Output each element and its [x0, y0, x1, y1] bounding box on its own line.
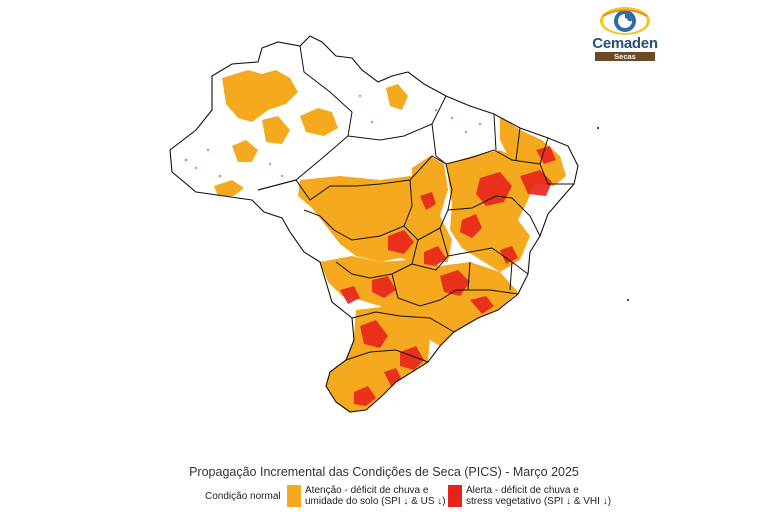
national-border [169, 35, 579, 413]
legend-label-normal: Condição normal [205, 491, 281, 502]
legend-label-attention: Atenção - déficit de chuva e umidade do … [305, 485, 446, 507]
island [627, 299, 629, 301]
legend-label-alert: Alerta - déficit de chuva e stress veget… [466, 485, 612, 507]
logo-name: Cemaden [592, 35, 658, 52]
state-borders [257, 45, 574, 363]
legend: Condição normal Atenção - déficit de chu… [0, 485, 768, 511]
legend-item-alert: Alerta - déficit de chuva e stress veget… [448, 485, 611, 507]
legend-item-normal: Condição normal [205, 491, 281, 502]
logo-tagline: Secas [595, 52, 655, 61]
eye-logo-icon [600, 7, 650, 35]
legend-swatch-attention [287, 485, 301, 507]
legend-item-attention: Atenção - déficit de chuva e umidade do … [287, 485, 446, 507]
island [597, 127, 599, 129]
map-title: Propagação Incremental das Condições de … [189, 465, 579, 479]
legend-swatch-alert [448, 485, 462, 507]
speckle-texture [184, 94, 482, 386]
cemaden-logo: Cemaden Secas [585, 4, 665, 61]
